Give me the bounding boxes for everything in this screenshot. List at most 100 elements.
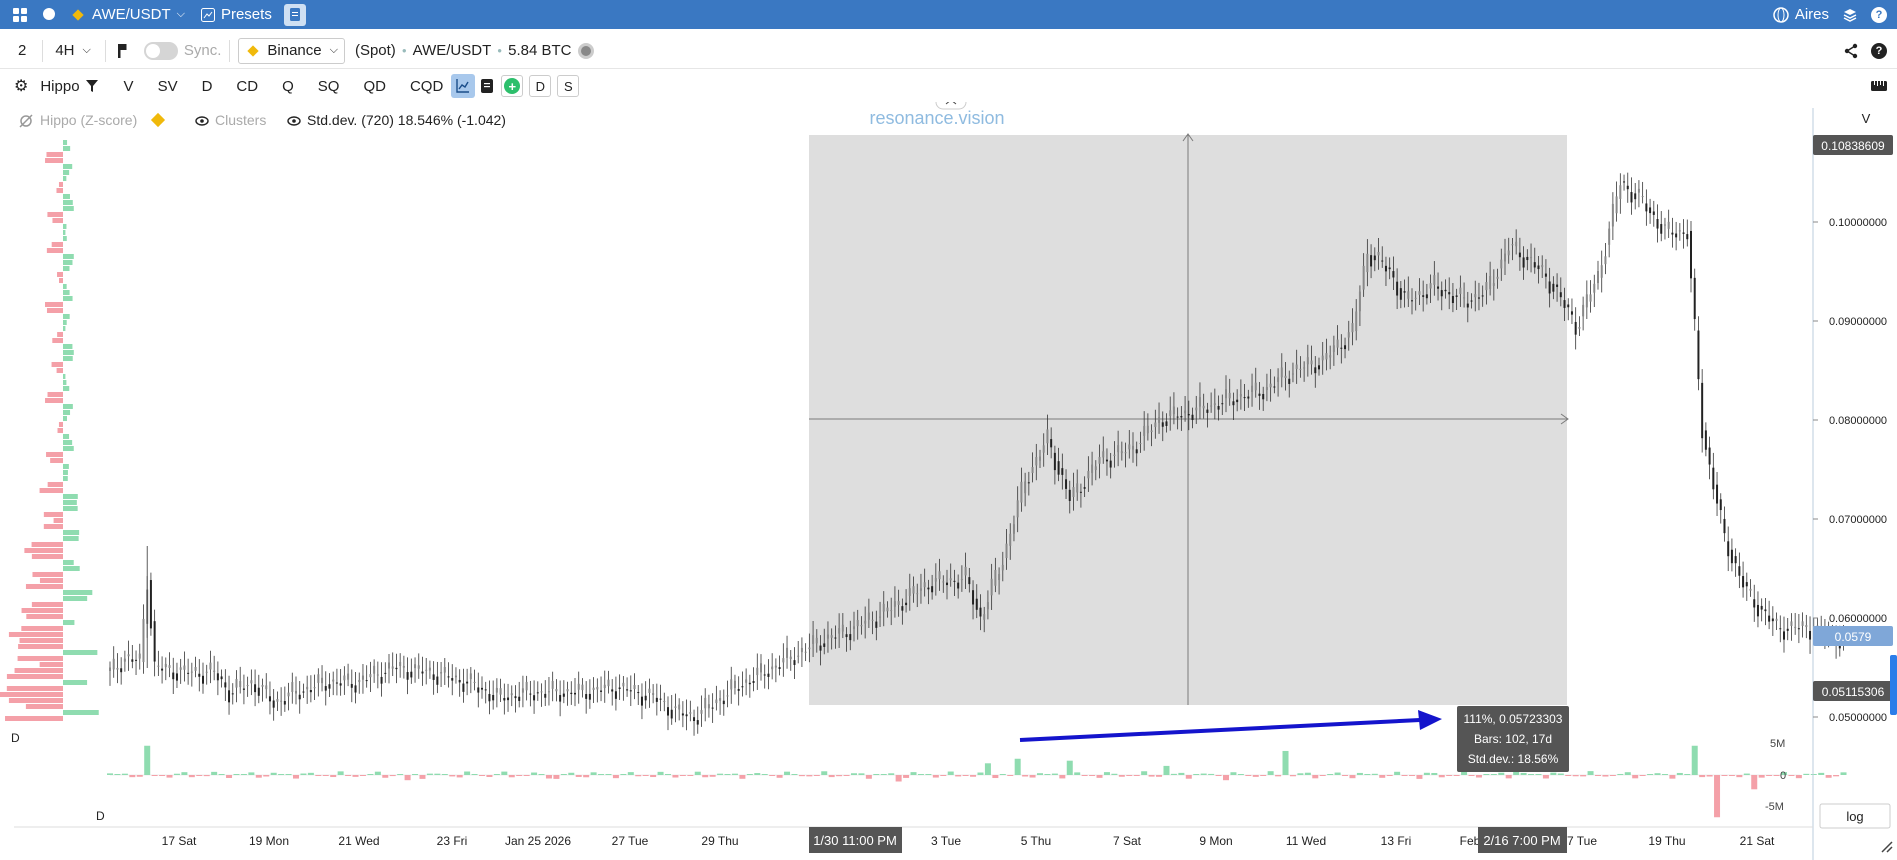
pair-label: AWE/USDT	[412, 42, 492, 59]
indicator-button-sq[interactable]: SQ	[317, 77, 340, 95]
presets-button[interactable]: Presets	[200, 6, 272, 23]
log-button[interactable]	[1819, 803, 1891, 829]
legend-clusters[interactable]: Clusters	[195, 112, 266, 128]
help-icon[interactable]: ?	[1871, 6, 1887, 23]
s-button[interactable]: S	[557, 75, 580, 97]
candle-body	[1585, 294, 1588, 308]
price-tick-label: 0.08000000	[1829, 415, 1887, 427]
scroll-handle[interactable]	[1890, 655, 1897, 715]
search-icon[interactable]	[42, 7, 58, 23]
delta-bar	[1468, 775, 1475, 776]
candle-body	[175, 673, 178, 681]
delta-bar	[1081, 775, 1088, 776]
indicator-button-qd[interactable]: QD	[363, 77, 386, 95]
candle-body	[927, 587, 930, 590]
delta-bar	[731, 773, 738, 775]
profile-bar	[39, 662, 63, 667]
candle-body	[488, 693, 491, 702]
profile-bar	[63, 290, 70, 295]
candle-body	[1567, 304, 1570, 308]
delta-bar	[114, 774, 121, 775]
crosshair-price-tag	[1813, 681, 1893, 701]
price-chart[interactable]: 0.10000000 0.09000000 0.08000000 0.07000000…	[0, 102, 1897, 860]
candle-body	[421, 671, 424, 674]
price-axis: 0.10000000 0.09000000 0.08000000 0.07000000…	[1813, 217, 1887, 724]
filter-icon[interactable]	[85, 80, 98, 92]
delta-bar	[813, 775, 820, 776]
indicator-button-d[interactable]: D	[201, 77, 213, 95]
delta-bar	[389, 775, 396, 777]
candle-body	[507, 697, 510, 701]
profile-bar	[63, 374, 66, 379]
candle-body	[938, 571, 941, 580]
apps-icon[interactable]	[12, 7, 28, 23]
indicator-name[interactable]: Hippo	[40, 77, 80, 95]
add-indicator-button[interactable]: +	[501, 75, 524, 97]
candle-body	[1407, 291, 1410, 299]
layers-icon[interactable]	[1843, 8, 1857, 22]
candle-body	[1392, 271, 1395, 278]
candle-body	[1663, 224, 1666, 226]
interval-selector[interactable]: 4H ⌵	[55, 42, 91, 59]
candle-body	[280, 700, 283, 702]
time-tick-label: 17 Sat	[162, 834, 197, 848]
indicator-button-cd[interactable]: CD	[236, 77, 259, 95]
indicator-button-q[interactable]: Q	[282, 77, 294, 95]
delta-bar	[1066, 760, 1073, 775]
profile-bar	[17, 656, 63, 661]
legend-stddev-label: Std.dev. (720) 18.546% (-1.042)	[307, 112, 506, 128]
candle-body	[1500, 259, 1503, 269]
ruler-icon[interactable]	[1871, 81, 1887, 91]
profile-bar	[63, 680, 88, 685]
candle-body	[358, 679, 361, 683]
flag-icon[interactable]	[117, 43, 128, 58]
candle-body	[287, 692, 290, 697]
layout-count[interactable]: 2	[18, 42, 27, 59]
delta-bar	[702, 775, 709, 778]
delta-bar	[806, 775, 813, 777]
symbol-selector[interactable]: AWE/USDT ⌵	[92, 6, 185, 23]
sync-toggle[interactable]	[143, 41, 178, 60]
candle-body	[164, 663, 167, 668]
notes-icon[interactable]	[481, 79, 494, 93]
help-icon[interactable]: ?	[1871, 42, 1887, 59]
gear-icon[interactable]: ⚙	[14, 78, 29, 95]
candle-body	[1425, 294, 1428, 299]
time-tick-label: 11 Wed	[1286, 834, 1326, 848]
candle-body	[1403, 291, 1406, 293]
indicator-button-v[interactable]: V	[123, 77, 134, 95]
exchange-selector[interactable]: Binance ⌵	[238, 37, 345, 64]
delta-bar	[404, 775, 411, 781]
candle-body	[581, 684, 584, 691]
candle-body	[194, 666, 197, 671]
dot-separator: ●	[497, 46, 503, 55]
notes-button[interactable]	[283, 3, 306, 26]
legend-stddev[interactable]: Std.dev. (720) 18.546% (-1.042)	[287, 112, 506, 128]
candle-body	[659, 698, 662, 700]
d-button[interactable]: D	[529, 75, 552, 97]
candle-body	[629, 690, 632, 692]
candle-body	[1057, 461, 1060, 475]
resize-grip-icon[interactable]	[1881, 841, 1893, 853]
user-menu[interactable]: Aires	[1794, 6, 1829, 23]
delta-bar	[1059, 775, 1066, 779]
candle-body	[1329, 355, 1332, 358]
candle-body	[547, 691, 550, 693]
candle-body	[1652, 211, 1655, 215]
share-icon[interactable]	[1843, 43, 1859, 59]
delta-bar	[270, 772, 277, 775]
candle-body	[1693, 277, 1696, 320]
candle-body	[1024, 481, 1027, 494]
indicator-button-cqd[interactable]: CQD	[409, 77, 444, 95]
collapse-button[interactable]	[935, 102, 967, 110]
chart-type-button[interactable]	[451, 74, 476, 98]
candle-body	[574, 692, 576, 695]
delta-bar	[769, 775, 776, 776]
eye-pupil	[292, 119, 296, 123]
legend-hippo[interactable]: Hippo (Z-score)	[19, 112, 166, 128]
candle-body	[473, 681, 476, 683]
chart-toolbar: 2 4H ⌵ Sync. Binance ⌵ (Spot) ● AWE/USDT…	[0, 33, 1897, 69]
delta-bar	[724, 774, 731, 775]
indicator-button-sv[interactable]: SV	[157, 77, 178, 95]
delta-bar	[1074, 772, 1081, 775]
